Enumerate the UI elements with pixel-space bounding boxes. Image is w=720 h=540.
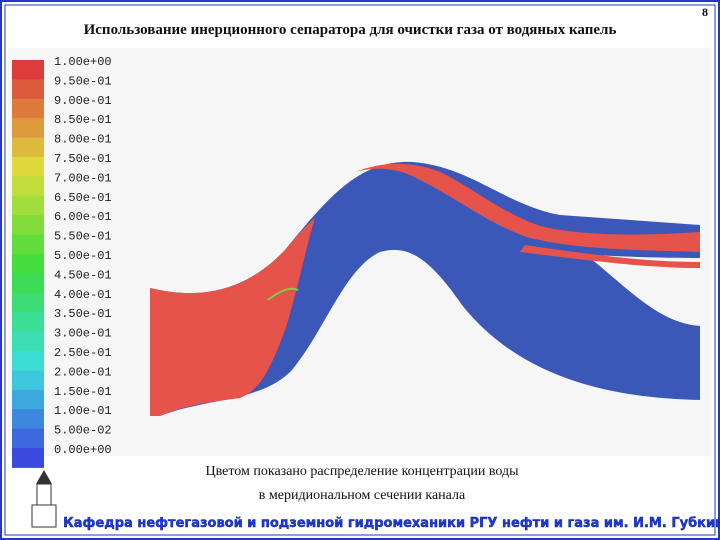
colorbar-swatch	[12, 215, 44, 236]
colorbar-swatch	[12, 312, 44, 333]
colorbar-label: 1.00e-01	[54, 404, 112, 418]
colorbar-label: 1.00e+00	[54, 55, 112, 69]
colorbar: 1.00e+00 9.50e-01 9.00e-01 8.50e-01 8.00e-01…	[12, 55, 112, 468]
colorbar-swatch	[12, 389, 44, 410]
colorbar-label: 4.50e-01	[54, 268, 112, 282]
footer-text: Кафедра нефтегазовой и подземной гидроме…	[63, 516, 720, 531]
colorbar-label: 3.50e-01	[54, 307, 112, 321]
water-zone-upper	[355, 163, 700, 252]
colorbar-swatch	[12, 292, 44, 313]
colorbar-swatch	[12, 351, 44, 371]
caption-line: в меридиональном сечении канала	[259, 488, 466, 503]
colorbar-label: 8.50e-01	[54, 113, 112, 127]
colorbar-label: 7.50e-01	[54, 152, 112, 166]
colorbar-swatch	[12, 98, 44, 119]
colorbar-label: 5.00e-02	[54, 424, 112, 438]
logo-spire	[36, 470, 52, 484]
colorbar-swatch	[12, 195, 44, 216]
colorbar-swatch	[12, 176, 44, 197]
colorbar-swatch	[12, 60, 44, 80]
colorbar-label: 2.50e-01	[54, 346, 112, 360]
colorbar-label: 0.00e+00	[54, 443, 112, 457]
colorbar-swatch	[12, 137, 44, 158]
slide-title: Использование инерционного сепаратора дл…	[84, 22, 617, 38]
colorbar-label: 5.00e-01	[54, 249, 112, 263]
colorbar-label: 4.00e-01	[54, 288, 112, 302]
colorbar-label: 8.00e-01	[54, 133, 112, 147]
colorbar-label: 3.00e-01	[54, 327, 112, 341]
water-streak	[520, 245, 700, 268]
colorbar-swatch	[12, 254, 44, 274]
colorbar-label: 2.00e-01	[54, 365, 112, 379]
water-streak-green	[267, 287, 299, 301]
colorbar-swatch	[12, 273, 44, 294]
colorbar-swatch	[12, 234, 44, 255]
caption-line: Цветом показано распределение концентрац…	[206, 464, 520, 479]
colorbar-label: 5.50e-01	[54, 230, 112, 244]
colorbar-label: 6.00e-01	[54, 210, 112, 224]
colorbar-swatch	[12, 79, 44, 100]
colorbar-label: 7.00e-01	[54, 171, 112, 185]
logo-tower	[36, 483, 52, 506]
colorbar-swatch	[12, 428, 44, 449]
page-number: 8	[702, 5, 708, 19]
colorbar-swatch	[12, 157, 44, 177]
colorbar-swatch	[12, 448, 44, 468]
colorbar-label: 9.00e-01	[54, 94, 112, 108]
colorbar-label: 9.50e-01	[54, 74, 112, 88]
colorbar-swatch	[12, 409, 44, 430]
colorbar-swatch	[12, 331, 44, 352]
colorbar-swatch	[12, 118, 44, 139]
logo-base	[31, 504, 57, 528]
colorbar-swatch	[12, 370, 44, 391]
slide-border-inner	[4, 4, 716, 536]
channel	[150, 161, 700, 416]
colorbar-label: 6.50e-01	[54, 191, 112, 205]
logo	[31, 470, 57, 528]
water-zone-inlet	[150, 218, 315, 416]
colorbar-label: 1.50e-01	[54, 385, 112, 399]
channel-body	[150, 161, 700, 416]
